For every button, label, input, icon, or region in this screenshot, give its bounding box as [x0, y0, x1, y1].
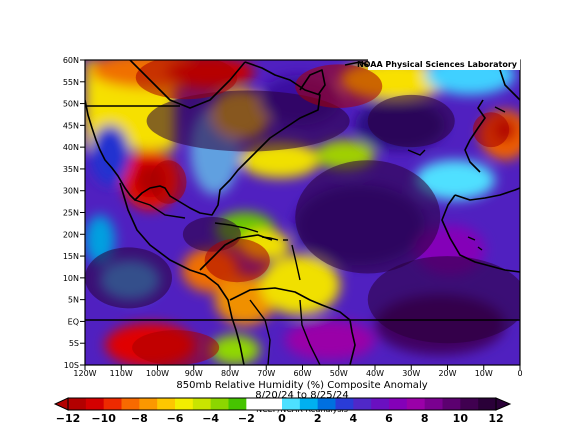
colorbar-tick-label: −6 [167, 412, 184, 425]
lat-tick-label: 50N [63, 100, 79, 109]
date-range: 8/20/24 to 8/25/24 [255, 390, 349, 401]
colorbar-segment [424, 398, 443, 410]
colorbar-segment [85, 398, 105, 410]
colorbar-segment [121, 398, 140, 410]
colorbar-tick-label: −2 [238, 412, 255, 425]
moist-anomaly-region [367, 94, 455, 148]
lon-tick-label: 20W [438, 369, 456, 378]
lat-tick-label: EQ [68, 317, 79, 326]
dry-anomaly-region [150, 160, 187, 204]
colorbar-tick-label: 10 [453, 412, 469, 425]
colorbar-max-arrow [495, 397, 512, 411]
lon-tick-label: 110W [110, 369, 133, 378]
lat-tick-label: 40N [63, 143, 79, 152]
colorbar-segment [478, 398, 497, 410]
lat-tick-label: 25N [63, 209, 79, 218]
colorbar-segment [442, 398, 461, 410]
lat-tick-label: 45N [63, 121, 79, 130]
colorbar-segment [192, 398, 212, 410]
lat-tick-label: 15N [63, 252, 79, 261]
political-boundaries [85, 105, 520, 365]
dry-anomaly-region [472, 112, 510, 148]
lat-tick-label: 60N [63, 56, 79, 65]
lat-tick-label: 35N [63, 165, 79, 174]
colorbar-segment [317, 398, 336, 410]
dry-anomaly-region [132, 330, 220, 365]
latitude-axis: 60N 55N 50N 45N 40N 35N 30N 25N 20N 15N 10N 5N EQ 5S 1… [63, 56, 85, 370]
humidity-anomaly-field [85, 60, 520, 365]
colorbar-segment [139, 398, 158, 410]
lat-tick-label: 10N [63, 274, 79, 283]
colorbar-segment [246, 398, 265, 410]
lon-tick-label: 90W [185, 369, 203, 378]
colorbar-frame [67, 397, 497, 411]
colorbar-tick-label: 12 [488, 412, 503, 425]
lon-tick-label: 40W [366, 369, 384, 378]
colorbar-segment [353, 398, 372, 410]
colorbar-tick-label: 6 [385, 412, 393, 425]
lat-tick-label: 55N [63, 78, 79, 87]
colorbar-segment [103, 398, 122, 410]
colorbar-segment [299, 398, 319, 410]
lon-tick-label: 120W [73, 369, 96, 378]
colorbar-segment [68, 398, 87, 410]
moist-anomaly-region [295, 160, 441, 274]
credit-box [368, 59, 520, 70]
colorbar-segment [175, 398, 194, 410]
colorbar-tick-label: 2 [314, 412, 322, 425]
colorbar-segment [389, 398, 408, 410]
credit-label: NOAA Physical Sciences Laboratory [357, 60, 518, 69]
colorbar-segment [157, 398, 176, 410]
colorbar-tick-label: 4 [350, 412, 358, 425]
lon-tick-label: 70W [257, 369, 275, 378]
colorbar-segment [264, 398, 283, 410]
colorbar-ticks: −12 −10 −8 −6 −4 −2 0 2 4 6 8 10 12 [56, 412, 504, 425]
lon-tick-label: 30W [402, 369, 420, 378]
colorbar-segment [210, 398, 229, 410]
lon-tick-label: 100W [146, 369, 169, 378]
colorbar-segment [406, 398, 426, 410]
map-title: 850mb Relative Humidity (%) Composite An… [176, 380, 427, 391]
moist-anomaly-region [85, 247, 172, 309]
colorbar-tick-label: −12 [56, 412, 81, 425]
coastlines [85, 60, 520, 365]
lat-tick-label: 5S [69, 339, 79, 348]
colorbar-segment [228, 398, 247, 410]
colorbar-segment [335, 398, 354, 410]
dry-anomaly-region [204, 238, 270, 283]
colorbar [53, 397, 512, 411]
anomaly-region-layer [85, 60, 520, 365]
lon-tick-label: 50W [330, 369, 348, 378]
dry-anomaly-region [295, 64, 383, 108]
longitude-axis: 120W 110W 100W 90W 80W 70W 60W 50W 40W 30W 20W 10W 0 [73, 365, 523, 378]
lon-tick-label: 80W [221, 369, 239, 378]
moist-anomaly-region [367, 256, 520, 344]
colorbar-min-arrow [53, 397, 69, 411]
colorbar-tick-label: −4 [202, 412, 219, 425]
lat-tick-label: 30N [63, 187, 79, 196]
lat-tick-label: 5N [68, 296, 79, 305]
colorbar-segment [282, 398, 301, 410]
lon-tick-label: 10W [475, 369, 493, 378]
colorbar-tick-label: 8 [421, 412, 429, 425]
colorbar-segment [460, 398, 479, 410]
lat-tick-label: 10S [64, 361, 79, 370]
lon-tick-label: 0 [517, 369, 522, 378]
lat-tick-label: 20N [63, 230, 79, 239]
colorbar-tick-label: 0 [278, 412, 286, 425]
colorbar-segment [371, 398, 390, 410]
lon-tick-label: 60W [293, 369, 311, 378]
dry-anomaly-region [135, 60, 238, 100]
colorbar-tick-label: −10 [91, 412, 116, 425]
islands [214, 106, 506, 281]
colorbar-tick-label: −8 [131, 412, 148, 425]
